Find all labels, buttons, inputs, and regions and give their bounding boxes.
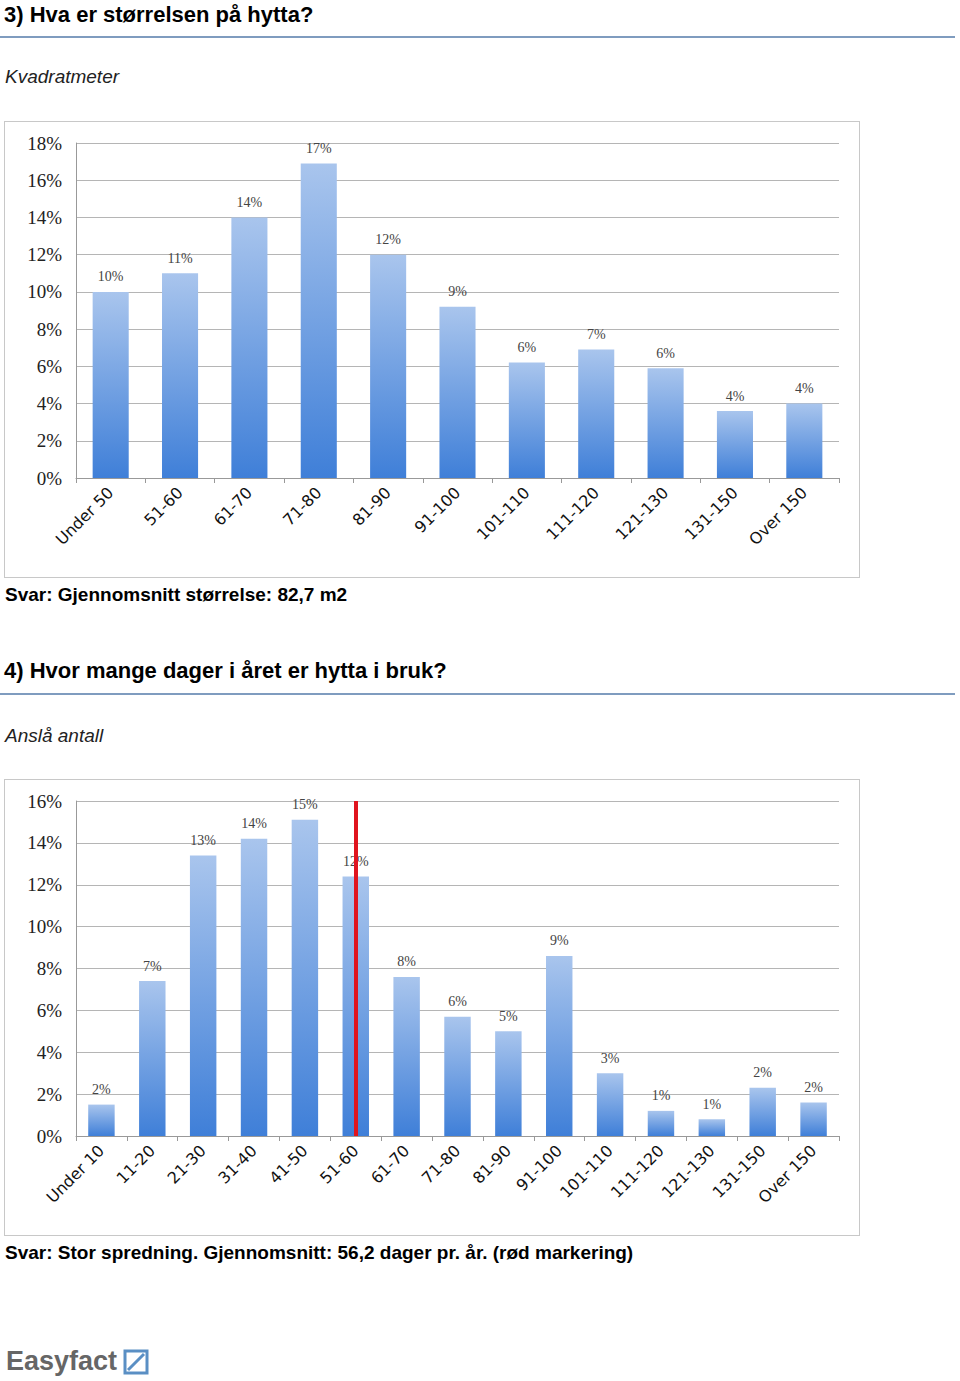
svg-text:21-30: 21-30	[164, 1141, 210, 1187]
svg-text:3%: 3%	[601, 1051, 620, 1066]
svg-text:71-80: 71-80	[418, 1141, 464, 1187]
svg-text:6%: 6%	[448, 994, 467, 1009]
svg-text:12%: 12%	[27, 244, 62, 265]
svg-text:8%: 8%	[37, 958, 63, 979]
svg-text:121-130: 121-130	[612, 483, 673, 544]
svg-text:81-90: 81-90	[349, 483, 395, 529]
svg-text:131-150: 131-150	[708, 1141, 770, 1202]
svg-text:4%: 4%	[37, 1042, 63, 1063]
svg-text:9%: 9%	[550, 933, 569, 948]
svg-text:18%: 18%	[27, 133, 62, 154]
svg-text:7%: 7%	[143, 959, 162, 974]
svg-text:91-100: 91-100	[411, 483, 464, 536]
html-text:Svar: Stor spredning. Gjennoms: Svar: Stor spredning. Gjennomsnitt: 56,2…	[5, 1242, 634, 1263]
svg-text:Over 150: Over 150	[754, 1141, 820, 1207]
svg-text:Under 10: Under 10	[43, 1141, 109, 1207]
svg-text:121-130: 121-130	[658, 1141, 719, 1202]
svg-text:2%: 2%	[804, 1080, 823, 1095]
html-text:Svar: Gjennomsnitt størrelse:: Svar: Gjennomsnitt størrelse: 82,7 m2	[5, 584, 348, 605]
svg-text:12%: 12%	[375, 232, 401, 247]
svg-text:9%: 9%	[448, 284, 467, 299]
svg-text:6%: 6%	[656, 346, 675, 361]
svg-text:Under 50: Under 50	[52, 483, 118, 549]
svg-text:81-90: 81-90	[469, 1141, 515, 1187]
svg-text:7%: 7%	[587, 327, 606, 342]
svg-text:8%: 8%	[37, 319, 63, 340]
svg-text:12%: 12%	[342, 853, 369, 869]
svg-text:101-110: 101-110	[556, 1141, 617, 1202]
svg-text:2%: 2%	[92, 1082, 111, 1097]
svg-text:1%: 1%	[702, 1097, 721, 1112]
svg-text:101-110: 101-110	[473, 483, 534, 544]
svg-text:10%: 10%	[27, 916, 62, 937]
svg-text:61-70: 61-70	[367, 1141, 413, 1187]
svg-text:2%: 2%	[37, 430, 63, 451]
svg-text:0%: 0%	[37, 468, 63, 489]
svg-text:91-100: 91-100	[512, 1141, 566, 1195]
svg-text:4%: 4%	[37, 393, 63, 414]
svg-text:16%: 16%	[27, 170, 62, 191]
svg-text:13%: 13%	[190, 833, 216, 848]
svg-text:15%: 15%	[292, 797, 318, 812]
svg-text:1%: 1%	[652, 1088, 671, 1103]
svg-text:12%: 12%	[27, 874, 62, 895]
svg-text:2%: 2%	[753, 1065, 772, 1080]
svg-text:4%: 4%	[726, 389, 745, 404]
svg-text:14%: 14%	[27, 207, 62, 228]
svg-text:4%: 4%	[795, 381, 814, 396]
svg-text:111-120: 111-120	[607, 1141, 668, 1202]
svg-text:0%: 0%	[37, 1126, 63, 1147]
svg-text:14%: 14%	[241, 816, 267, 831]
svg-text:10%: 10%	[27, 281, 62, 302]
svg-text:6%: 6%	[518, 340, 537, 355]
svg-text:17%: 17%	[306, 141, 332, 156]
svg-text:51-60: 51-60	[316, 1141, 362, 1187]
svg-text:5%: 5%	[499, 1009, 518, 1024]
svg-text:Over 150: Over 150	[745, 483, 811, 549]
svg-text:51-60: 51-60	[140, 483, 186, 529]
svg-text:10%: 10%	[98, 269, 124, 284]
svg-text:8%: 8%	[397, 954, 416, 969]
svg-text:41-50: 41-50	[265, 1141, 311, 1187]
svg-text:2%: 2%	[37, 1084, 63, 1105]
html-text:Kvadratmeter: Kvadratmeter	[5, 66, 119, 87]
svg-text:11-20: 11-20	[113, 1141, 159, 1187]
svg-text:111-120: 111-120	[542, 483, 603, 544]
svg-text:71-80: 71-80	[279, 483, 325, 529]
html-text:4) Hvor mange dager i året er: 4) Hvor mange dager i året er hytta i br…	[4, 658, 447, 683]
svg-text:6%: 6%	[37, 1000, 63, 1021]
svg-text:11%: 11%	[167, 251, 192, 266]
html-text:Anslå antall: Anslå antall	[5, 725, 104, 746]
svg-text:61-70: 61-70	[210, 483, 256, 529]
svg-text:16%: 16%	[27, 791, 62, 812]
svg-text:131-150: 131-150	[681, 483, 742, 544]
svg-text:14%: 14%	[27, 832, 62, 853]
svg-text:6%: 6%	[37, 356, 63, 377]
svg-text:31-40: 31-40	[214, 1141, 260, 1187]
svg-text:14%: 14%	[237, 195, 263, 210]
html-text:Easyfact: Easyfact	[6, 1346, 118, 1376]
html-text:3) Hva er størrelsen på hytta?: 3) Hva er størrelsen på hytta?	[4, 2, 314, 27]
